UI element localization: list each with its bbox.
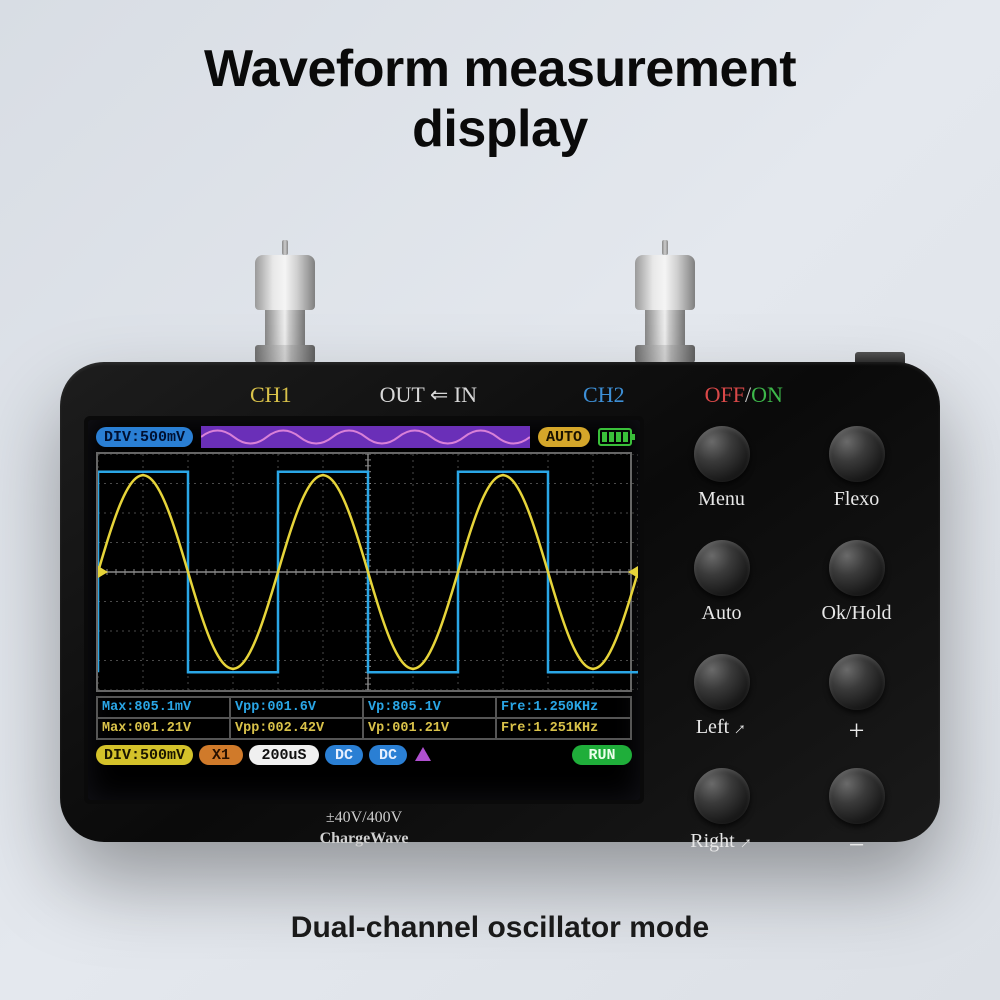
meas-ch2-vp: Vp:805.1V xyxy=(364,698,497,719)
screen-bottom-bar: DIV:500mV X1 200uS DC DC RUN xyxy=(88,740,640,770)
button-panel: Menu Flexo Auto Ok/Hold Left→ + Right→ − xyxy=(674,416,904,862)
auto-button[interactable] xyxy=(694,540,750,596)
run-pill: RUN xyxy=(572,745,632,765)
flexo-button[interactable] xyxy=(829,426,885,482)
menu-button[interactable] xyxy=(694,426,750,482)
ok-hold-button[interactable] xyxy=(829,540,885,596)
bnc-connector-ch1 xyxy=(255,255,315,375)
meas-ch2-vpp: Vpp:001.6V xyxy=(231,698,364,719)
timebase-pill: 200uS xyxy=(249,745,319,765)
meas-ch1-vp: Vp:001.21V xyxy=(364,719,497,738)
subtitle: Dual-channel oscillator mode xyxy=(0,911,1000,945)
scroll-wave-strip xyxy=(201,426,530,448)
measurement-table: Max:805.1mV Vpp:001.6V Vp:805.1V Fre:1.2… xyxy=(96,696,632,740)
left-button[interactable] xyxy=(694,654,750,710)
meas-ch1-fre: Fre:1.251KHz xyxy=(497,719,630,738)
auto-pill: AUTO xyxy=(538,427,590,447)
div-scale-pill: DIV:500mV xyxy=(96,427,193,447)
plus-button[interactable] xyxy=(829,654,885,710)
bnc-connector-ch2 xyxy=(635,255,695,375)
meas-ch2-fre: Fre:1.250KHz xyxy=(497,698,630,719)
coupling-dc-pill-1: DC xyxy=(325,745,363,765)
flexo-button-label: Flexo xyxy=(809,488,904,511)
below-screen-labels: ±40V/400V ChargeWave xyxy=(84,808,644,850)
right-button-label: Right→ xyxy=(674,830,769,853)
ch1-label: CH1 xyxy=(250,382,292,408)
div-scale-pill-bottom: DIV:500mV xyxy=(96,745,193,765)
trigger-edge-icon xyxy=(413,745,433,765)
meas-ch1-vpp: Vpp:002.42V xyxy=(231,719,364,738)
waveform-plot xyxy=(96,452,632,692)
plus-button-label: + xyxy=(809,716,904,748)
coupling-dc-pill-2: DC xyxy=(369,745,407,765)
minus-button-label: − xyxy=(809,830,904,862)
oscilloscope-device: CH1 OUT ⇐ IN CH2 OFF/ON DIV:500mV AUTO xyxy=(60,362,940,842)
ok-hold-button-label: Ok/Hold xyxy=(809,602,904,625)
device-top-labels: CH1 OUT ⇐ IN CH2 OFF/ON xyxy=(84,380,916,410)
lcd-screen: DIV:500mV AUTO xyxy=(84,416,644,804)
main-title: Waveform measurement display xyxy=(0,0,1000,160)
menu-button-label: Menu xyxy=(674,488,769,511)
screen-top-bar: DIV:500mV AUTO xyxy=(88,420,640,452)
battery-icon xyxy=(598,428,632,446)
probe-x1-pill: X1 xyxy=(199,745,243,765)
meas-ch2-max: Max:805.1mV xyxy=(98,698,231,719)
power-label: OFF/ON xyxy=(705,382,783,408)
left-button-label: Left→ xyxy=(674,716,769,739)
auto-button-label: Auto xyxy=(674,602,769,625)
out-in-label: OUT ⇐ IN xyxy=(380,382,477,408)
ch2-label: CH2 xyxy=(583,382,625,408)
right-button[interactable] xyxy=(694,768,750,824)
minus-button[interactable] xyxy=(829,768,885,824)
meas-ch1-max: Max:001.21V xyxy=(98,719,231,738)
